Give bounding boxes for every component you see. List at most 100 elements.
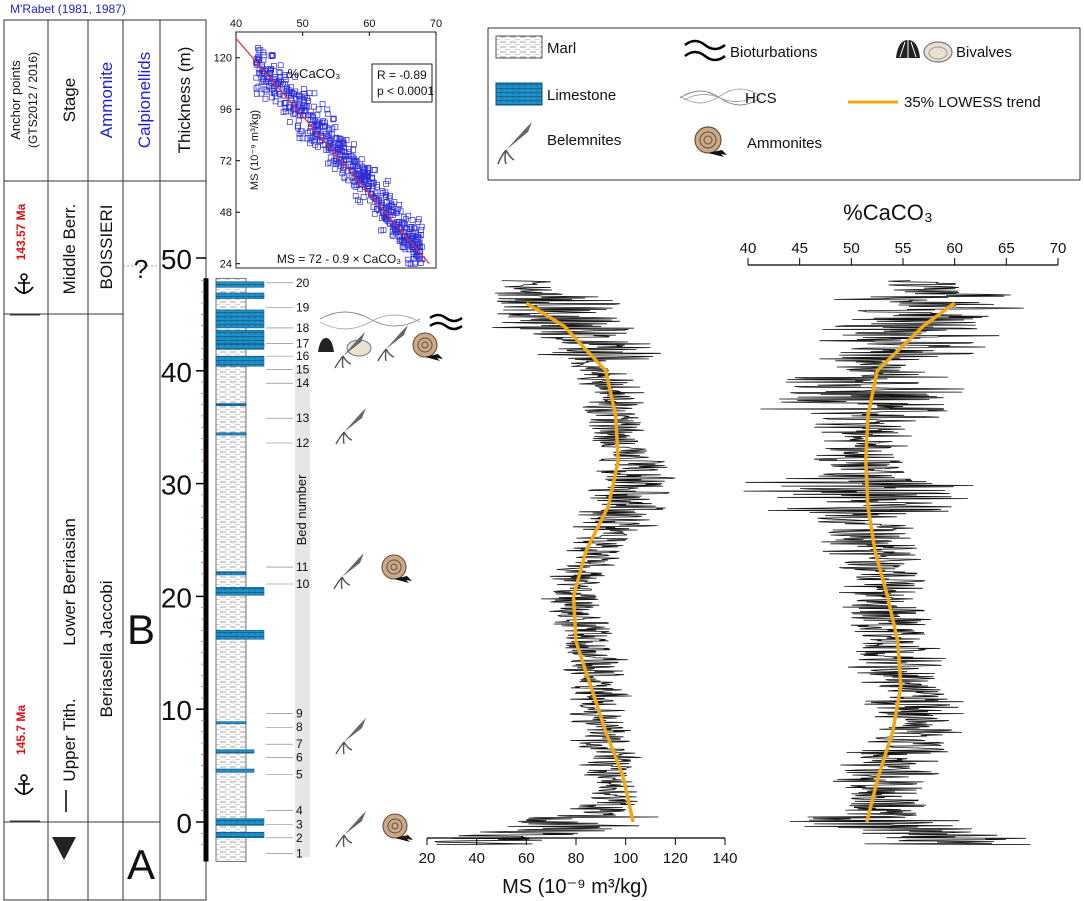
anchor-icon <box>14 774 34 795</box>
scatter-point <box>322 123 329 130</box>
ms-tick-label: 140 <box>712 850 737 867</box>
marl-swatch <box>495 35 543 59</box>
legend-bivalves: Bivalves <box>956 44 1012 61</box>
belemnite-icon <box>377 325 408 362</box>
legend-ammonites: Ammonites <box>747 135 822 152</box>
scatter-point <box>262 95 269 102</box>
scatter-point <box>360 173 367 180</box>
scatter-point <box>320 142 327 148</box>
marl-section <box>215 277 247 862</box>
bed-number: 3 <box>296 817 303 831</box>
limestone-bed <box>215 571 247 576</box>
caco3-tick-label: 60 <box>946 240 963 257</box>
scatter-point <box>416 235 423 242</box>
scatter-point <box>348 174 355 181</box>
scatter-point <box>302 93 309 100</box>
scatter-point <box>261 52 268 59</box>
scatter-equation: MS = 72 - 0.9 × CaCO₃ <box>277 252 401 266</box>
ammonite-icon <box>412 332 443 361</box>
scatter-x-tick-label: 50 <box>297 18 309 30</box>
scatter-point <box>418 260 424 266</box>
stats-r: R = -0.89 <box>377 68 427 82</box>
thickness-axis: 0 10 20 30 40 50 <box>161 244 209 862</box>
limestone-bed <box>215 768 255 773</box>
hcs-icon <box>319 314 421 330</box>
scatter-point <box>304 95 311 101</box>
scatter-point <box>393 210 400 217</box>
scatter-point <box>301 86 307 93</box>
ms-axis-label: MS (10⁻⁹ m³/kg) <box>502 876 648 898</box>
scatter-point <box>351 159 358 166</box>
scatter-point <box>259 70 265 76</box>
ms-x-axis: 20 40 60 80 100 120 140 <box>419 837 738 867</box>
scatter-point <box>339 170 346 177</box>
scatter-point <box>390 223 396 230</box>
bed-number: 8 <box>296 720 303 734</box>
scatter-point <box>275 77 282 84</box>
belemnite-icon <box>335 811 366 848</box>
scatter-point <box>314 122 321 128</box>
ammonite-whorl <box>386 559 402 575</box>
limestone-bed <box>215 343 265 350</box>
scatter-point <box>253 85 260 91</box>
triangle-down-icon <box>52 837 76 860</box>
stage-lower-berriasian: Lower Berriasian <box>60 518 79 646</box>
ammonite-icon <box>382 813 413 842</box>
limestone-bed <box>215 281 265 288</box>
belemnite-icon <box>497 122 532 165</box>
scatter-point <box>326 134 333 141</box>
bivalve-light-icon <box>923 41 953 63</box>
fossil-icons <box>318 311 463 848</box>
bed-number: 20 <box>296 276 310 290</box>
bed-number: 17 <box>296 337 310 351</box>
scatter-point <box>400 244 407 251</box>
bioturbation-icon <box>429 313 463 331</box>
belemnite-arms <box>334 355 352 369</box>
ms-tick-label: 120 <box>663 850 688 867</box>
scatter-point <box>306 128 313 135</box>
scatter-point <box>268 66 274 73</box>
scatter-point <box>327 159 334 166</box>
scatter-point <box>345 149 352 156</box>
scatter-point <box>284 88 291 95</box>
hcs-icon <box>319 311 421 327</box>
scatter-point <box>415 232 422 239</box>
scatter-point <box>352 183 359 190</box>
belemnite-shell <box>343 332 365 356</box>
scatter-point <box>366 183 373 189</box>
scatter-point <box>378 227 384 234</box>
scatter-point <box>283 99 290 106</box>
scatter-point <box>400 214 407 221</box>
bed-number: 13 <box>296 411 310 425</box>
bed-number: 7 <box>296 737 303 751</box>
anchor-column-subheader: (GTS2012 / 2016) <box>26 52 40 148</box>
ammonite-column-header: Ammonite <box>97 62 116 139</box>
scatter-point <box>296 135 303 141</box>
scatter-point <box>402 216 409 222</box>
scatter-point <box>324 110 331 117</box>
ammonite-shell <box>412 332 438 358</box>
scatter-point <box>389 232 396 239</box>
scatter-point <box>409 230 416 237</box>
scatter-y-tick-label: 48 <box>220 207 232 219</box>
scatter-point <box>345 177 352 184</box>
scatter-point <box>292 73 298 80</box>
scatter-point <box>345 153 352 159</box>
scatter-point <box>310 117 316 123</box>
legend-bioturbations: Bioturbations <box>730 44 818 61</box>
caco3-x-axis: 40 45 50 55 60 65 70 <box>740 240 1066 266</box>
scatter-point <box>258 79 265 86</box>
legend-marl: Marl <box>547 40 576 57</box>
ms-tick-label: 60 <box>518 850 535 867</box>
ms-tick-label: 20 <box>419 850 436 867</box>
thickness-column-header: Thickness (m) <box>175 47 194 154</box>
scatter-point <box>353 157 360 164</box>
lowess-trend-line <box>864 301 956 823</box>
scatter-point <box>307 140 313 147</box>
scatter-point <box>269 52 276 58</box>
scatter-y-tick-label: 96 <box>220 104 232 116</box>
scatter-point <box>256 70 262 76</box>
bed-number: 11 <box>296 560 309 574</box>
scatter-point <box>301 103 308 109</box>
